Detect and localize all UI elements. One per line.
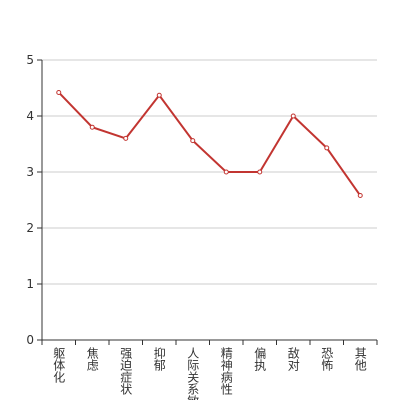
- data-point: [357, 193, 363, 199]
- data-point: [89, 124, 95, 130]
- x-tick-label: 恐怖: [320, 347, 334, 371]
- y-tick-label: 4: [26, 109, 34, 123]
- data-point: [56, 89, 62, 95]
- data-point: [223, 169, 229, 175]
- y-tick-label: 1: [26, 277, 34, 291]
- data-point: [257, 169, 263, 175]
- data-point: [190, 138, 196, 144]
- x-tick-label: 抑郁: [152, 346, 166, 372]
- data-line: [58, 91, 362, 197]
- x-tick-label: 人际关系敏感: [186, 347, 200, 400]
- data-point: [324, 145, 330, 151]
- x-tick-label: 躯体化: [52, 346, 66, 384]
- y-tick-label: 2: [26, 221, 34, 235]
- y-tick-label: 3: [26, 165, 34, 179]
- x-tick-label: 焦虑: [85, 347, 99, 371]
- data-point: [290, 113, 296, 119]
- x-tick-label: 精神病性: [219, 347, 233, 396]
- data-point: [123, 135, 129, 141]
- data-point: [156, 92, 162, 98]
- x-tick-label: 敌对: [286, 346, 300, 371]
- x-tick-label: 其他: [353, 347, 367, 371]
- y-tick-label: 0: [26, 333, 34, 347]
- x-tick-label: 强迫症状: [119, 347, 133, 395]
- x-tick-label: 偏执: [253, 346, 267, 372]
- y-tick-label: 5: [26, 53, 34, 67]
